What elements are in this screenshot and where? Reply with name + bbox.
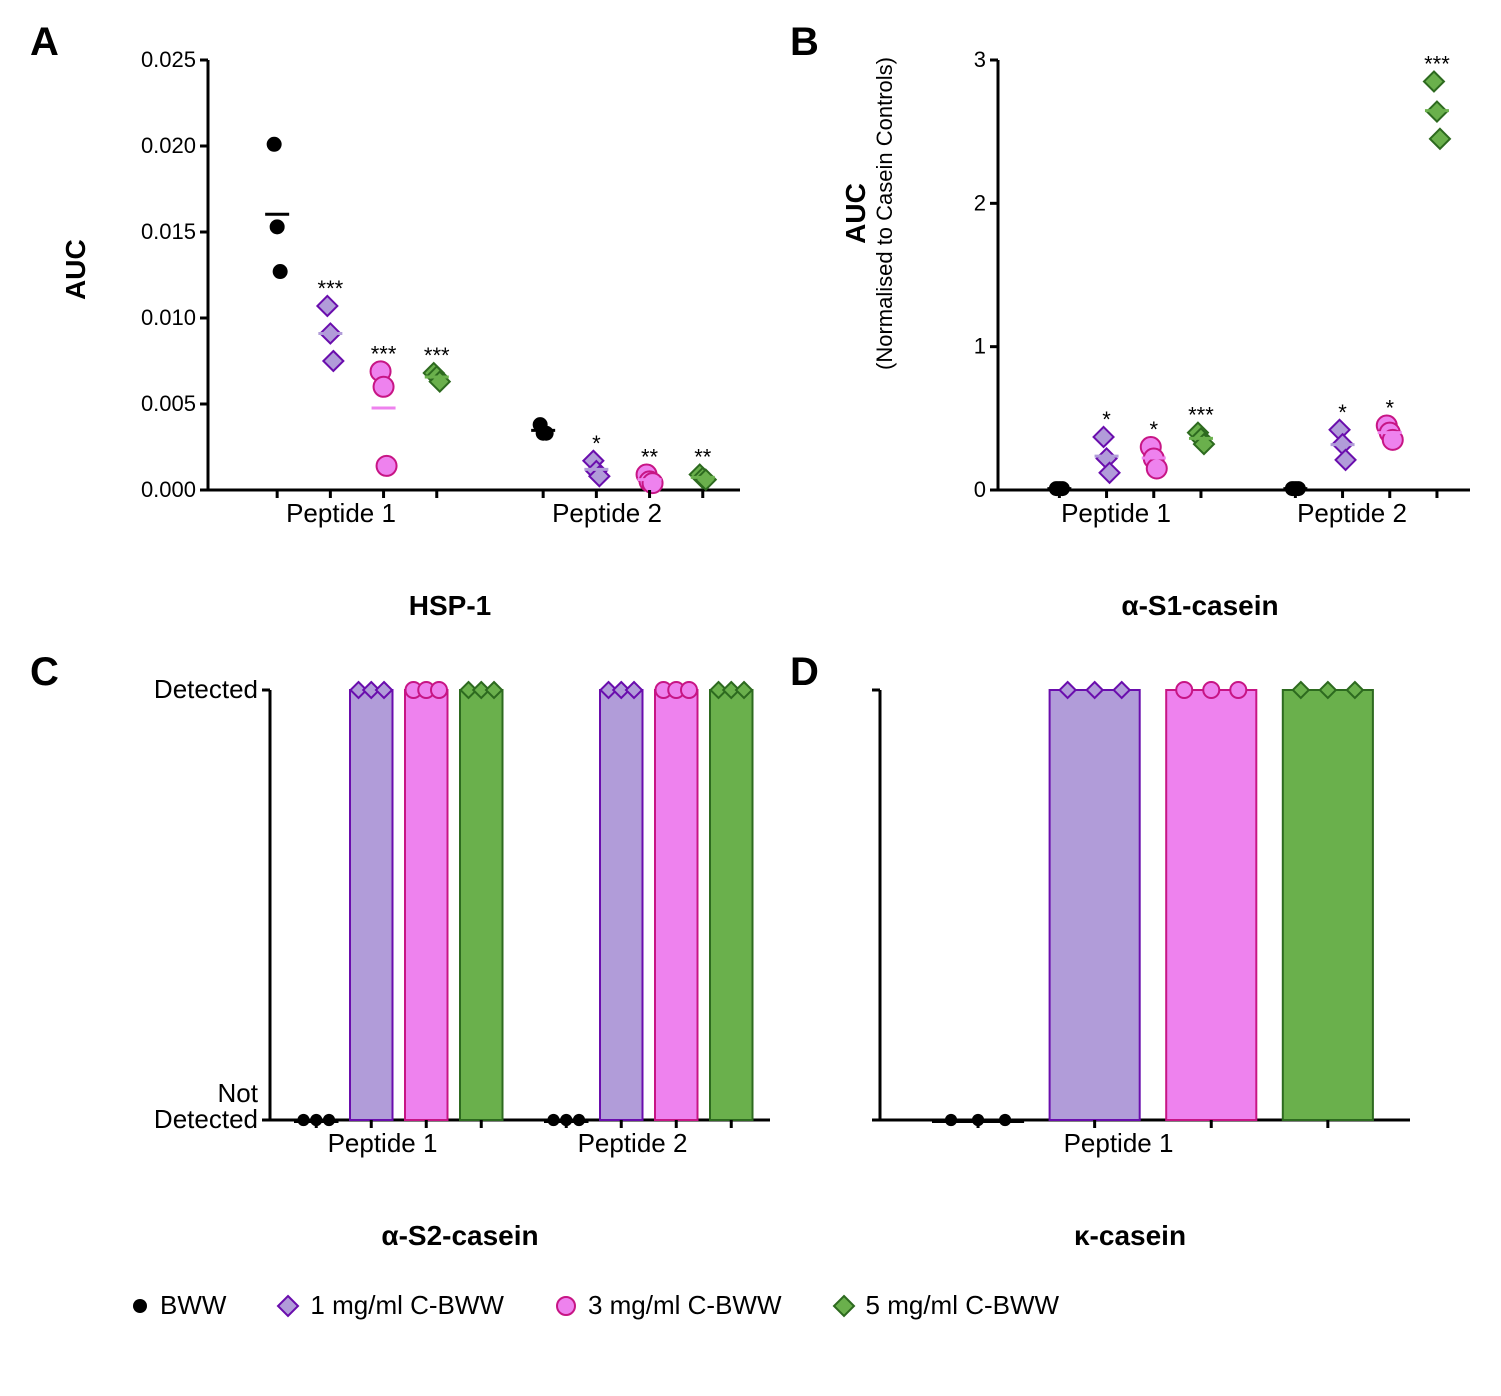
svg-text:**: ** xyxy=(641,445,659,470)
panel-d-chart: Peptide 1 xyxy=(860,680,1420,1200)
panel-b-ylabel-group: AUC (Normalised to Casein Controls) xyxy=(840,57,898,370)
svg-text:1: 1 xyxy=(974,334,986,359)
panel-b-chart: 0123**********Peptide 1Peptide 2 xyxy=(920,50,1480,570)
svg-text:*: * xyxy=(1338,400,1347,425)
legend-bww-label: BWW xyxy=(160,1290,226,1321)
svg-text:Detected: Detected xyxy=(154,680,258,704)
panel-a-chart: 0.0000.0050.0100.0150.0200.025**********… xyxy=(130,50,750,570)
svg-text:*: * xyxy=(1385,396,1394,421)
svg-text:Peptide 2: Peptide 2 xyxy=(578,1128,688,1158)
svg-text:0.005: 0.005 xyxy=(141,391,196,416)
panel-d-title: κ-casein xyxy=(1030,1220,1230,1252)
legend-bww: BWW xyxy=(130,1290,226,1321)
svg-text:0.015: 0.015 xyxy=(141,219,196,244)
svg-text:0: 0 xyxy=(974,477,986,502)
panel-a-label: A xyxy=(30,20,59,65)
svg-text:Peptide 1: Peptide 1 xyxy=(328,1128,438,1158)
svg-text:Detected: Detected xyxy=(154,1104,258,1134)
legend: BWW 1 mg/ml C-BWW 3 mg/ml C-BWW 5 mg/ml … xyxy=(130,1290,1059,1321)
panel-d-label: D xyxy=(790,650,819,695)
svg-text:***: *** xyxy=(318,276,344,301)
svg-text:Peptide 2: Peptide 2 xyxy=(552,498,662,528)
legend-c5-label: 5 mg/ml C-BWW xyxy=(866,1290,1060,1321)
panel-b-title: α-S1-casein xyxy=(1090,590,1310,622)
svg-text:0.000: 0.000 xyxy=(141,477,196,502)
svg-text:Peptide 1: Peptide 1 xyxy=(1061,498,1171,528)
svg-text:Peptide 2: Peptide 2 xyxy=(1297,498,1407,528)
panel-a-ylabel: AUC xyxy=(60,239,92,300)
panel-b-label: B xyxy=(790,20,819,65)
svg-text:Peptide 1: Peptide 1 xyxy=(1064,1128,1174,1158)
svg-text:0.020: 0.020 xyxy=(141,133,196,158)
svg-text:***: *** xyxy=(424,343,450,368)
svg-text:0.010: 0.010 xyxy=(141,305,196,330)
svg-text:2: 2 xyxy=(974,190,986,215)
panel-c-title: α-S2-casein xyxy=(350,1220,570,1252)
panel-b-ysublabel: (Normalised to Casein Controls) xyxy=(872,57,898,370)
panel-a-title: HSP-1 xyxy=(350,590,550,622)
svg-text:**: ** xyxy=(694,445,712,470)
panel-c-chart: DetectedNotDetectedPeptide 1Peptide 2 xyxy=(140,680,780,1200)
svg-text:*: * xyxy=(1149,417,1158,442)
svg-text:Peptide 1: Peptide 1 xyxy=(286,498,396,528)
legend-c3-label: 3 mg/ml C-BWW xyxy=(588,1290,782,1321)
legend-c1-label: 1 mg/ml C-BWW xyxy=(310,1290,504,1321)
svg-text:***: *** xyxy=(1424,52,1450,77)
panel-c-label: C xyxy=(30,650,59,695)
svg-text:0.025: 0.025 xyxy=(141,50,196,72)
legend-c5: 5 mg/ml C-BWW xyxy=(832,1290,1060,1321)
svg-text:*: * xyxy=(592,431,601,456)
svg-text:***: *** xyxy=(371,341,397,366)
figure-root: A 0.0000.0050.0100.0150.0200.025********… xyxy=(20,20,1481,1376)
legend-c3: 3 mg/ml C-BWW xyxy=(554,1290,782,1321)
legend-c1: 1 mg/ml C-BWW xyxy=(276,1290,504,1321)
svg-text:*: * xyxy=(1102,407,1111,432)
svg-text:***: *** xyxy=(1188,403,1214,428)
panel-b-ylabel: AUC xyxy=(840,57,872,370)
svg-text:3: 3 xyxy=(974,50,986,72)
